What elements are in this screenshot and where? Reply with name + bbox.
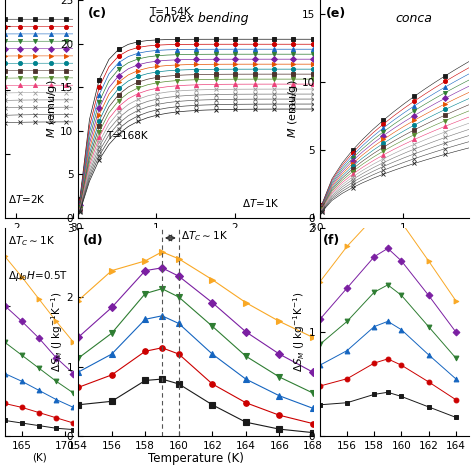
Text: (f): (f) <box>323 234 340 247</box>
Text: convex bending: convex bending <box>149 12 249 25</box>
X-axis label: Temperature (K): Temperature (K) <box>147 452 244 465</box>
Y-axis label: $\Delta S_M$ (J kg$^{-1}$K$^{-1}$): $\Delta S_M$ (J kg$^{-1}$K$^{-1}$) <box>50 292 65 372</box>
Text: (d): (d) <box>83 234 103 247</box>
Text: $\Delta T_C$$\sim$1K: $\Delta T_C$$\sim$1K <box>181 230 228 244</box>
Y-axis label: $M$ (emu/g): $M$ (emu/g) <box>45 80 59 138</box>
Text: conca: conca <box>396 12 433 25</box>
Text: (e): (e) <box>326 7 346 19</box>
X-axis label: $H$ (T): $H$ (T) <box>181 234 210 249</box>
X-axis label: (K): (K) <box>32 452 46 462</box>
Text: T=154K: T=154K <box>149 7 190 17</box>
Y-axis label: $M$ (emu/g): $M$ (emu/g) <box>286 80 301 138</box>
Y-axis label: $\Delta S_M$ (J kg$^{-1}$K$^{-1}$): $\Delta S_M$ (J kg$^{-1}$K$^{-1}$) <box>292 292 307 372</box>
Text: T=168K: T=168K <box>106 131 148 141</box>
Text: (c): (c) <box>88 7 107 19</box>
Text: $\Delta T$=2K: $\Delta T$=2K <box>8 193 46 205</box>
Text: $\Delta T$=1K: $\Delta T$=1K <box>242 197 280 210</box>
Text: $\Delta\mu_0 H$=0.5T: $\Delta\mu_0 H$=0.5T <box>8 269 68 283</box>
Text: $\Delta T_C$$\sim$1K: $\Delta T_C$$\sim$1K <box>8 234 55 247</box>
